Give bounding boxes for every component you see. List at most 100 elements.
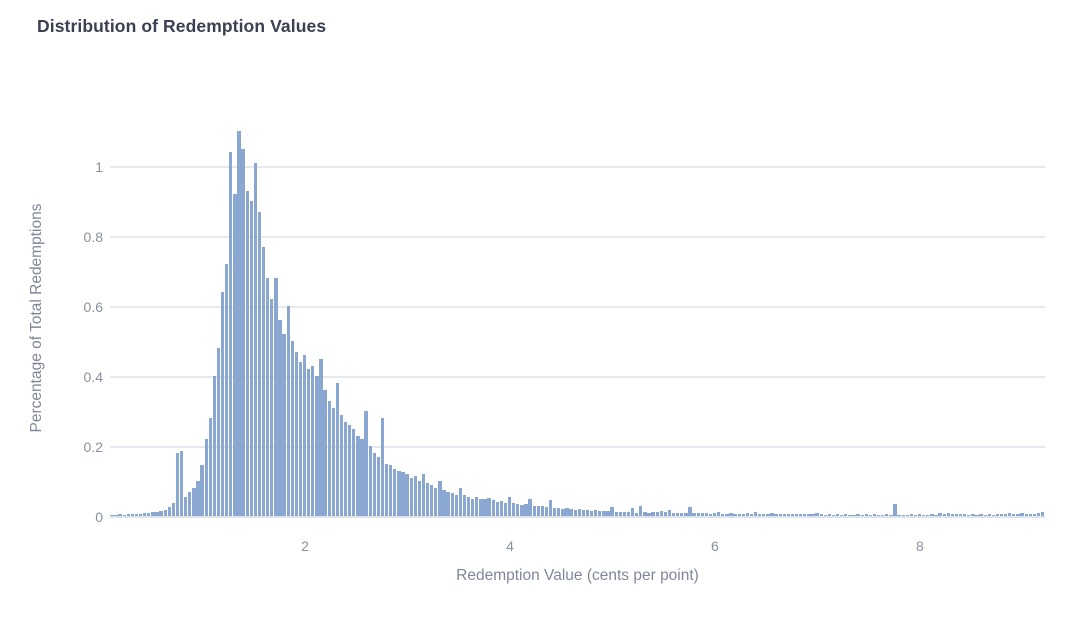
- histogram-bar: [712, 513, 717, 516]
- histogram-bar: [257, 211, 262, 516]
- histogram-bar: [253, 162, 258, 516]
- histogram-bar: [852, 514, 856, 516]
- histogram-bar: [138, 513, 143, 516]
- histogram-bar: [454, 495, 458, 516]
- histogram-bar: [692, 512, 696, 516]
- histogram-bar: [602, 510, 606, 516]
- histogram-bar: [954, 514, 959, 516]
- histogram-bar: [348, 425, 352, 516]
- histogram-bar: [983, 514, 987, 516]
- x-axis-label: Redemption Value (cents per point): [456, 567, 699, 584]
- histogram-bar: [688, 507, 692, 516]
- histogram-bar: [450, 493, 454, 516]
- histogram-bar: [671, 512, 676, 516]
- histogram-bar: [614, 511, 618, 516]
- histogram-bar: [885, 514, 889, 516]
- histogram-bar: [737, 513, 741, 516]
- histogram-bar: [245, 190, 249, 516]
- histogram-bar: [827, 514, 831, 516]
- histogram-bar: [553, 507, 557, 516]
- histogram-bar: [909, 514, 913, 516]
- histogram-bar: [626, 511, 631, 516]
- histogram-bar: [676, 512, 680, 516]
- histogram-bar: [934, 514, 938, 516]
- histogram-bar: [319, 358, 323, 516]
- gridline-y: [110, 446, 1045, 448]
- histogram-bar: [475, 496, 479, 516]
- histogram-bar: [282, 334, 286, 516]
- gridline-y: [110, 376, 1045, 378]
- histogram-bar: [298, 362, 303, 516]
- histogram-bar: [700, 512, 704, 516]
- histogram-bar: [610, 507, 614, 516]
- histogram-bar: [200, 465, 204, 516]
- histogram-bar: [594, 510, 598, 516]
- histogram-bar: [876, 514, 881, 516]
- histogram-bar: [155, 511, 159, 516]
- y-tick-label: 0.4: [83, 369, 103, 385]
- histogram-bar: [790, 514, 795, 516]
- histogram-bar: [901, 514, 905, 516]
- histogram-bar: [721, 513, 725, 516]
- histogram-bar: [134, 513, 139, 516]
- histogram-bar: [446, 491, 450, 516]
- histogram-bar: [159, 510, 163, 516]
- histogram-bar: [1020, 512, 1024, 516]
- histogram-bar: [278, 320, 282, 516]
- histogram-bar: [868, 514, 872, 516]
- histogram-bar: [147, 513, 151, 516]
- histogram-bar: [335, 383, 340, 516]
- histogram-bar: [163, 509, 167, 516]
- histogram-bar: [294, 351, 299, 516]
- histogram-bar: [622, 512, 627, 516]
- histogram-bar: [413, 475, 417, 516]
- histogram-bar: [770, 513, 774, 516]
- histogram-bar: [536, 506, 540, 516]
- histogram-bar: [204, 439, 208, 516]
- histogram-bar: [311, 365, 315, 516]
- histogram-bar: [782, 514, 786, 516]
- histogram-bar: [581, 510, 586, 516]
- histogram-bar: [196, 481, 200, 516]
- histogram-bar: [380, 418, 385, 516]
- histogram-bar: [942, 514, 946, 516]
- histogram-bar: [667, 509, 672, 516]
- histogram-bar: [389, 465, 393, 516]
- histogram-bar: [881, 514, 885, 516]
- histogram-bar: [569, 509, 573, 516]
- histogram-bar: [540, 505, 545, 516]
- histogram-bar: [680, 512, 684, 516]
- histogram-bar: [823, 514, 827, 516]
- histogram-bar: [397, 470, 401, 516]
- gridline-y: [110, 236, 1045, 238]
- histogram-bar: [516, 504, 520, 516]
- histogram-bar: [807, 513, 811, 516]
- histogram-bar: [864, 514, 868, 516]
- histogram-bar: [331, 407, 335, 516]
- histogram-bar: [696, 513, 700, 516]
- histogram-bar: [237, 131, 241, 516]
- histogram-bar: [430, 484, 434, 516]
- histogram-bar: [184, 496, 188, 516]
- histogram-bar: [725, 513, 729, 516]
- histogram-bar: [495, 502, 499, 516]
- histogram-bar: [307, 369, 311, 516]
- histogram-bar: [171, 502, 176, 516]
- histogram-bar: [856, 514, 860, 516]
- x-tick-label: 2: [301, 538, 309, 554]
- y-tick-label: 0: [95, 509, 103, 525]
- histogram-bar: [573, 509, 577, 516]
- histogram-bar: [651, 512, 655, 516]
- histogram-bar: [471, 498, 475, 516]
- histogram-bar: [438, 481, 442, 516]
- histogram-bar: [179, 451, 184, 516]
- histogram-bar: [270, 299, 274, 516]
- histogram-bar: [922, 514, 926, 516]
- histogram-bar: [352, 428, 356, 516]
- histogram-bar: [192, 488, 196, 516]
- histogram-bar: [405, 474, 409, 516]
- histogram-bar: [905, 514, 909, 516]
- x-tick-label: 6: [711, 538, 719, 554]
- histogram-bar: [598, 511, 602, 516]
- histogram-bar: [565, 508, 569, 516]
